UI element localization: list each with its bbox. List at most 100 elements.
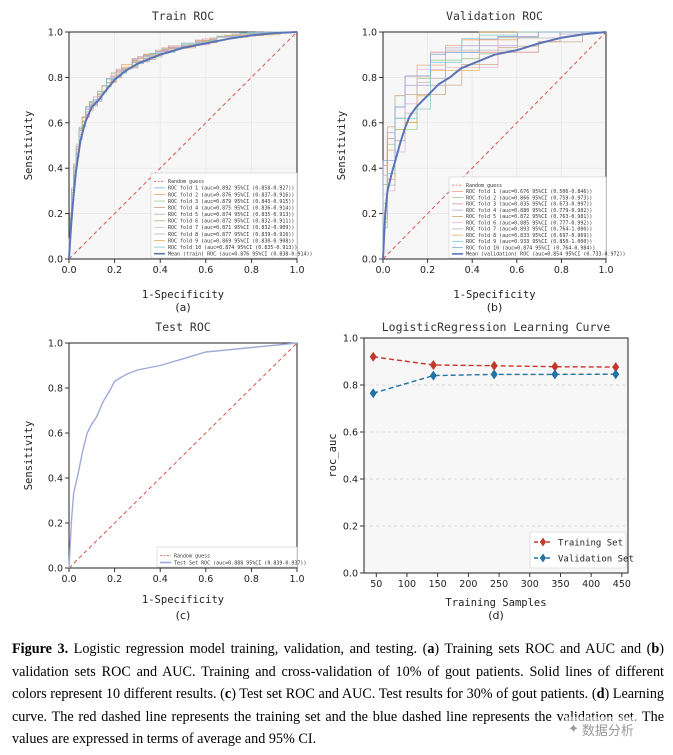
series-marker bbox=[612, 362, 620, 373]
legend-label: ROC fold 2 (auc=0.866 95%CI (0.759-0.973… bbox=[466, 195, 592, 201]
legend-label: ROC fold 7 (auc=0.871 95%CI (0.832-0.909… bbox=[168, 225, 294, 231]
x-tick-label: 450 bbox=[613, 579, 631, 590]
x-tick-label: 0.0 bbox=[61, 265, 76, 276]
legend-label: Mean (validation) ROC (auc=0.854 95%CI (… bbox=[466, 252, 626, 258]
wechat-icon: ✦ bbox=[568, 721, 579, 737]
watermark-text: 数据分析 bbox=[581, 723, 634, 739]
legend-label: ROC fold 7 (auc=0.893 95%CI (0.764-1.000… bbox=[466, 227, 592, 233]
legend-label: ROC fold 5 (auc=0.874 95%CI (0.835-0.913… bbox=[168, 212, 294, 218]
caption-text-1: Logistic regression model training, vali… bbox=[68, 641, 428, 657]
panel-label-a: (a) bbox=[175, 301, 190, 314]
plot-frame-a bbox=[68, 31, 298, 260]
legend-box bbox=[150, 172, 298, 259]
y-axis-label-c: Sensitivity bbox=[23, 421, 35, 491]
figure: 0.0 0.2 0.4 0.6 0.8 1.0 0.0 0.2 0.4 0.6 0.8 1.0 Trai… bbox=[23, 9, 634, 622]
series-marker bbox=[429, 360, 437, 371]
legend-label: Validation Set bbox=[558, 555, 634, 565]
x-tick-label: 0.4 bbox=[153, 265, 168, 276]
x-axis-label-a: 1-Specificity bbox=[142, 289, 224, 301]
x-axis-label-c: 1-Specificity bbox=[142, 594, 224, 606]
x-tick-label: 0.2 bbox=[107, 265, 122, 276]
panel-label-d: (d) bbox=[488, 609, 504, 622]
chart-title-c: Test ROC bbox=[155, 320, 210, 334]
y-tick-label: 0.6 bbox=[362, 118, 377, 129]
roc-mean-curve bbox=[68, 342, 298, 569]
x-tick-label: 0.0 bbox=[375, 265, 390, 276]
x-tick-label: 100 bbox=[398, 579, 416, 590]
y-tick-label: 0.8 bbox=[362, 73, 377, 84]
chart-title-a: Train ROC bbox=[152, 9, 214, 23]
x-tick-label: 400 bbox=[582, 579, 600, 590]
y-tick-label: 1.0 bbox=[362, 28, 377, 39]
y-tick-label: 0.0 bbox=[48, 255, 63, 266]
y-tick-label: 0.2 bbox=[48, 519, 63, 530]
legend-label: ROC fold 3 (auc=0.835 95%CI (0.673-0.997… bbox=[466, 202, 592, 208]
legend-label: ROC fold 9 (auc=0.933 95%CI (0.850-1.000… bbox=[466, 239, 592, 245]
y-tick-label: 0.4 bbox=[343, 475, 358, 486]
legend-marker bbox=[540, 537, 546, 547]
roc-fold-curve bbox=[382, 31, 606, 259]
y-tick-label: 0.4 bbox=[48, 164, 63, 175]
x-tick-label: 0.2 bbox=[107, 574, 122, 585]
legend-label: Random guess bbox=[174, 553, 210, 559]
roc-mean-curve bbox=[68, 31, 298, 260]
y-tick-label: 1.0 bbox=[48, 339, 63, 350]
roc-mean-curve bbox=[382, 31, 607, 260]
caption-ref-a: a bbox=[427, 641, 435, 657]
caption-text-3: ) validation sets ROC and AUC. Training … bbox=[12, 641, 664, 702]
series-marker bbox=[369, 351, 377, 362]
roc-fold-curve bbox=[68, 31, 297, 259]
legend-label: Mean (train) ROC (auc=0.876 95%CI (0.838… bbox=[168, 252, 313, 258]
y-tick-label: 0.0 bbox=[343, 569, 358, 580]
chart-title-d: LogisticRegression Learning Curve bbox=[382, 320, 611, 334]
x-tick-label: 1.0 bbox=[289, 574, 304, 585]
y-tick-label: 0.6 bbox=[343, 428, 358, 439]
x-axis-label-b: 1-Specificity bbox=[453, 289, 535, 301]
series-marker bbox=[490, 369, 498, 380]
y-tick-label: 0.0 bbox=[362, 255, 377, 266]
legend-label: ROC fold 6 (auc=0.872 95%CI (0.832-0.911… bbox=[168, 219, 294, 225]
x-tick-label: 50 bbox=[370, 579, 382, 590]
x-tick-label: 0.8 bbox=[244, 265, 259, 276]
legend-label: ROC fold 8 (auc=0.833 95%CI (0.697-0.969… bbox=[466, 233, 592, 239]
caption-ref-c: c bbox=[224, 686, 232, 702]
y-axis-label-b: Sensitivity bbox=[336, 111, 348, 181]
figure-caption: Figure 3. Logistic regression model trai… bbox=[12, 638, 664, 751]
y-tick-label: 0.2 bbox=[48, 209, 63, 220]
legend-label: ROC fold 10 (auc=0.874 95%CI (0.764-0.98… bbox=[466, 245, 595, 251]
legend-box bbox=[156, 546, 298, 568]
x-tick-label: 0.6 bbox=[198, 265, 213, 276]
series-marker bbox=[369, 388, 377, 399]
x-tick-label: 0.4 bbox=[153, 574, 168, 585]
caption-text-5: ) Learning curve. The red dashed line re… bbox=[12, 686, 665, 747]
x-tick-label: 0.4 bbox=[465, 265, 480, 276]
y-tick-label: 0.8 bbox=[343, 381, 358, 392]
legend-label: ROC fold 3 (auc=0.879 95%CI (0.843-0.915… bbox=[168, 199, 294, 205]
y-tick-label: 0.8 bbox=[48, 384, 63, 395]
caption-ref-d: d bbox=[596, 686, 605, 702]
random-guess-line bbox=[68, 342, 298, 569]
plot-area-c bbox=[69, 343, 297, 568]
series-marker bbox=[429, 370, 437, 381]
random-guess-line bbox=[68, 31, 298, 260]
x-tick-label: 150 bbox=[429, 579, 447, 590]
legend-label: ROC fold 4 (auc=0.880 95%CI (0.779-0.982… bbox=[466, 208, 592, 214]
legend-label: ROC fold 2 (auc=0.876 95%CI (0.837-0.916… bbox=[168, 192, 294, 198]
x-tick-label: 250 bbox=[490, 579, 508, 590]
x-tick-label: 200 bbox=[459, 579, 477, 590]
x-axis-label-d: Training Samples bbox=[445, 597, 546, 609]
x-tick-label: 0.8 bbox=[554, 265, 569, 276]
legend-marker bbox=[540, 553, 546, 563]
legend-label: ROC fold 8 (auc=0.877 95%CI (0.839-0.916… bbox=[168, 232, 294, 238]
x-tick-label: 0.6 bbox=[198, 574, 213, 585]
legend-label: ROC fold 5 (auc=0.872 95%CI (0.763-0.981… bbox=[466, 214, 592, 220]
legend-box bbox=[529, 531, 627, 569]
legend-label: Random guess bbox=[466, 183, 502, 189]
legend-label: ROC fold 4 (auc=0.875 95%CI (0.836-0.914… bbox=[168, 205, 294, 211]
legend-label: ROC fold 9 (auc=0.869 95%CI (0.830-0.908… bbox=[168, 238, 294, 244]
panel-label-c: (c) bbox=[176, 609, 191, 622]
caption-ref-b: b bbox=[651, 641, 660, 657]
series-marker bbox=[490, 360, 498, 371]
legend-label: ROC fold 6 (auc=0.885 95%CI (0.777-0.992… bbox=[466, 220, 592, 226]
x-tick-label: 0.6 bbox=[509, 265, 524, 276]
